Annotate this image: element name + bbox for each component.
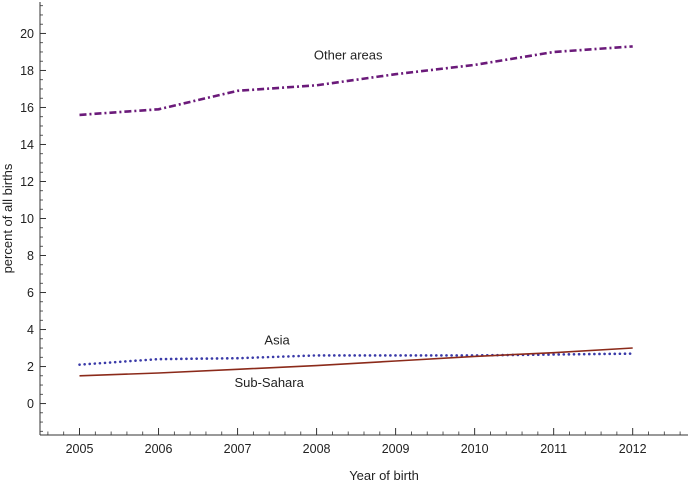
x-tick-label: 2010: [461, 442, 489, 456]
annotation-layer: Other areas Asia Sub-Sahara: [234, 47, 383, 390]
y-axis: 0 2 4 6 8 10 12 14 16 18 20: [20, 2, 46, 435]
x-tick-label: 2012: [619, 442, 647, 456]
series-layer: [78, 45, 635, 377]
x-tick-label: 2011: [540, 442, 567, 456]
x-tick-label: 2009: [382, 442, 410, 456]
y-tick-label: 4: [27, 323, 34, 337]
series-label-asia: Asia: [264, 332, 290, 347]
series-line-other-areas: [79, 45, 633, 117]
x-tick-label: 2007: [224, 442, 252, 456]
y-tick-label: 8: [27, 249, 34, 263]
series-line-sub-sahara: [79, 347, 633, 377]
series-label-sub-sahara: Sub-Sahara: [234, 375, 304, 390]
y-tick-label: 14: [20, 138, 34, 152]
y-tick-label: 18: [20, 64, 34, 78]
y-tick-label: 0: [27, 397, 34, 411]
series-line-asia: [78, 352, 635, 367]
x-tick-label: 2006: [145, 442, 173, 456]
x-tick-label: 2005: [66, 442, 94, 456]
y-tick-label: 6: [27, 286, 34, 300]
y-tick-label: 20: [20, 27, 34, 41]
y-tick-label: 10: [20, 212, 34, 226]
series-label-other-areas: Other areas: [314, 47, 383, 62]
x-axis: 2005 2006 2007 2008 2009 2010 2011 2012: [40, 428, 688, 456]
y-tick-label: 12: [20, 175, 34, 189]
y-tick-label: 2: [27, 360, 34, 374]
x-tick-label: 2008: [303, 442, 331, 456]
y-tick-label: 16: [20, 101, 34, 115]
y-axis-title: percent of all births: [0, 163, 15, 273]
x-axis-title: Year of birth: [349, 468, 419, 483]
